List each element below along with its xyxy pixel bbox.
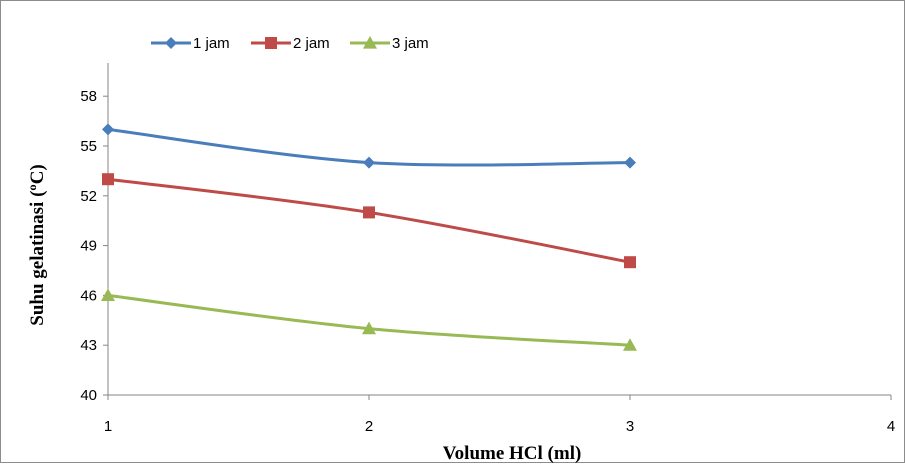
- y-tick-label: 43: [80, 337, 97, 354]
- plot-area: [101, 123, 637, 351]
- data-point: [102, 173, 114, 186]
- y-tick-label: 52: [80, 188, 97, 205]
- series-2: [102, 173, 636, 269]
- legend-label: 3 jam: [392, 35, 429, 52]
- series-3: [101, 288, 637, 351]
- x-tick-label: 3: [626, 418, 634, 435]
- y-tick-label: 46: [80, 287, 97, 304]
- x-tick-label: 2: [365, 418, 373, 435]
- legend-marker: [363, 36, 377, 49]
- legend-label: 1 jam: [193, 35, 230, 52]
- y-tick-label: 40: [80, 387, 97, 404]
- data-point: [101, 288, 115, 301]
- legend-marker: [165, 37, 177, 49]
- data-point: [102, 123, 114, 136]
- data-point: [624, 156, 636, 169]
- data-point: [623, 338, 637, 351]
- series-line: [107, 293, 631, 347]
- legend-label: 2 jam: [293, 35, 330, 52]
- x-tick-label: 1: [104, 418, 112, 435]
- data-point: [363, 156, 375, 169]
- series-line: [107, 177, 631, 264]
- y-tick-label: 55: [80, 138, 97, 155]
- legend-marker: [265, 37, 277, 49]
- x-tick-label: 4: [887, 418, 895, 435]
- y-tick-label: 58: [80, 88, 97, 105]
- y-tick-label: 49: [80, 238, 97, 255]
- legend: 1 jam 2 jam 3 jam: [151, 35, 429, 52]
- x-axis-title: Volume HCl (ml): [443, 443, 582, 464]
- data-point: [363, 206, 375, 219]
- data-point: [624, 256, 636, 269]
- x-axis: 1 2 3 4: [104, 394, 895, 435]
- legend-item-3: 3 jam: [350, 35, 429, 52]
- legend-item-1: 1 jam: [151, 35, 230, 52]
- y-axis: 40 43 46 49 52 55 58: [80, 63, 109, 404]
- data-point: [362, 321, 376, 335]
- y-axis-title: Suhu gelatinasi (ºC): [27, 164, 48, 325]
- legend-item-2: 2 jam: [251, 35, 330, 52]
- series-1: [102, 123, 636, 169]
